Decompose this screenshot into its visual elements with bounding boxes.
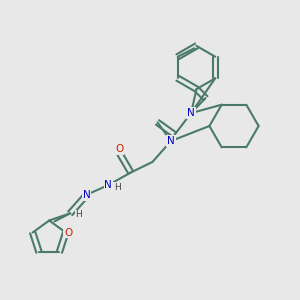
Text: O: O bbox=[64, 227, 72, 238]
Text: H: H bbox=[75, 210, 82, 219]
Text: O: O bbox=[115, 144, 124, 154]
Text: N: N bbox=[104, 180, 112, 190]
Text: H: H bbox=[114, 183, 121, 192]
Text: N: N bbox=[187, 108, 195, 118]
Text: N: N bbox=[83, 190, 91, 200]
Text: N: N bbox=[167, 136, 175, 146]
